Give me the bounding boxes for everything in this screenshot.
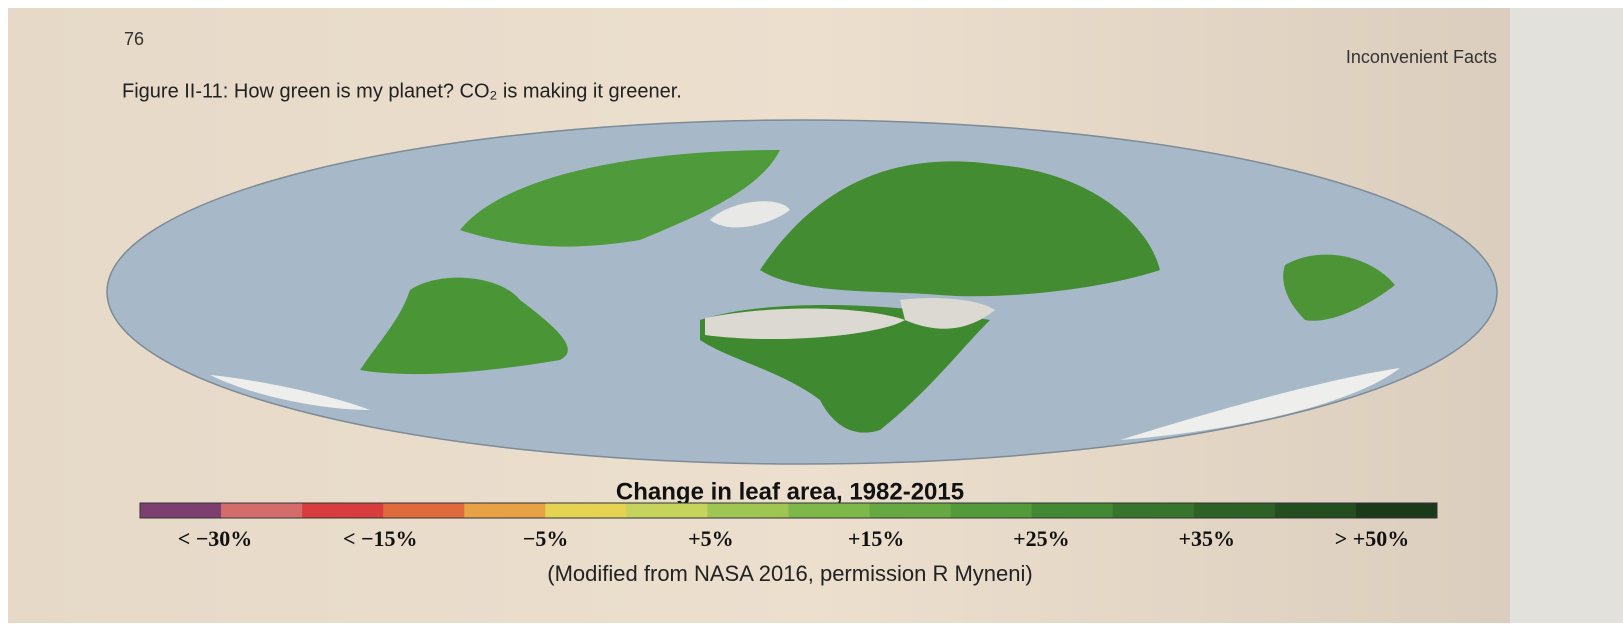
color-swatch (1193, 503, 1276, 518)
color-swatch (1355, 503, 1438, 518)
color-bar-label: −5% (523, 526, 569, 551)
color-swatch (869, 503, 952, 518)
legend-title: Change in leaf area, 1982-2015 (616, 478, 964, 505)
color-swatch (788, 503, 871, 518)
color-bar-label: +15% (848, 526, 905, 551)
color-swatch (1274, 503, 1357, 518)
antarctica-west (210, 375, 370, 410)
ocean (106, 119, 1498, 465)
color-bar-label: +25% (1013, 526, 1070, 551)
eurasia (760, 161, 1160, 297)
color-swatch (707, 503, 789, 518)
color-swatch (1031, 503, 1114, 518)
color-swatch (140, 503, 222, 518)
figure-caption: Figure II-11: How green is my planet? CO… (122, 80, 682, 102)
color-swatch (383, 503, 465, 518)
credit: (Modified from NASA 2016, permission R M… (547, 561, 1032, 586)
color-swatch (1112, 503, 1195, 518)
sahara (705, 308, 905, 340)
page-number: 76 (124, 29, 144, 49)
south-america (360, 277, 568, 375)
australia (1283, 254, 1395, 321)
world-map (106, 119, 1498, 465)
color-bar-label: +35% (1178, 526, 1235, 551)
color-bar-label: +5% (688, 526, 734, 551)
color-bar-labels: < −30% < −15% −5% +5% +15% +25% +35% > +50% (178, 526, 1410, 551)
antarctica-east (1120, 368, 1400, 440)
color-bar-label: > +50% (1335, 526, 1410, 551)
color-bar-frame (139, 502, 1438, 519)
color-bar (140, 503, 1438, 518)
next-page-edge (1510, 8, 1623, 623)
color-swatch (626, 503, 708, 518)
color-bar-label: < −15% (343, 526, 418, 551)
color-swatch (221, 503, 303, 518)
color-swatch (464, 503, 546, 518)
greenland (710, 201, 790, 228)
color-bar-label: < −30% (178, 526, 253, 551)
running-header: Inconvenient Facts (1346, 47, 1497, 67)
color-swatch (545, 503, 627, 518)
color-swatch (950, 503, 1033, 518)
north-america (460, 150, 780, 247)
color-swatch (302, 503, 384, 518)
arabia (900, 298, 995, 329)
